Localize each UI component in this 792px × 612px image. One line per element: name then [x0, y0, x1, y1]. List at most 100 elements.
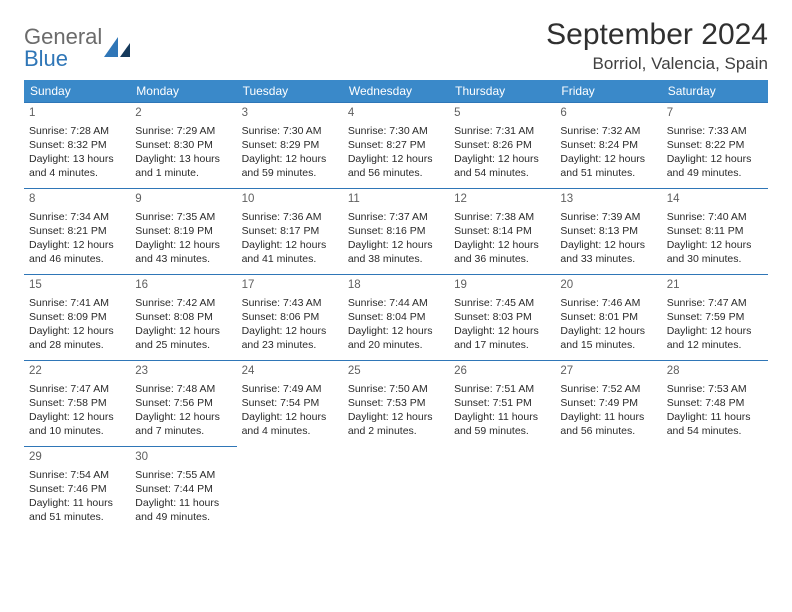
day-line: Daylight: 11 hours	[560, 410, 656, 424]
day-line: Sunrise: 7:32 AM	[560, 124, 656, 138]
day-line: Sunset: 7:58 PM	[29, 396, 125, 410]
calendar-day: 20Sunrise: 7:46 AMSunset: 8:01 PMDayligh…	[555, 275, 661, 361]
calendar-day: 29Sunrise: 7:54 AMSunset: 7:46 PMDayligh…	[24, 447, 130, 531]
day-number: 5	[454, 106, 550, 122]
day-line: and 59 minutes.	[242, 166, 338, 180]
day-line: Sunset: 8:21 PM	[29, 224, 125, 238]
day-line: Daylight: 12 hours	[29, 238, 125, 252]
day-line: Sunset: 8:03 PM	[454, 310, 550, 324]
calendar-day: 3Sunrise: 7:30 AMSunset: 8:29 PMDaylight…	[237, 103, 343, 189]
day-line: Daylight: 13 hours	[29, 152, 125, 166]
calendar-day: 19Sunrise: 7:45 AMSunset: 8:03 PMDayligh…	[449, 275, 555, 361]
day-line: and 54 minutes.	[667, 424, 763, 438]
day-line: Sunrise: 7:46 AM	[560, 296, 656, 310]
calendar-day: 14Sunrise: 7:40 AMSunset: 8:11 PMDayligh…	[662, 189, 768, 275]
day-line: Daylight: 12 hours	[348, 152, 444, 166]
day-number: 30	[135, 450, 231, 466]
day-line: Daylight: 12 hours	[29, 410, 125, 424]
day-number: 29	[29, 450, 125, 466]
day-line: Sunrise: 7:40 AM	[667, 210, 763, 224]
day-line: and 4 minutes.	[29, 166, 125, 180]
day-line: Sunrise: 7:33 AM	[667, 124, 763, 138]
day-line: and 38 minutes.	[348, 252, 444, 266]
calendar-day: 26Sunrise: 7:51 AMSunset: 7:51 PMDayligh…	[449, 361, 555, 447]
day-line: Sunrise: 7:54 AM	[29, 468, 125, 482]
day-line: and 10 minutes.	[29, 424, 125, 438]
day-line: Sunrise: 7:47 AM	[29, 382, 125, 396]
day-line: Daylight: 12 hours	[667, 152, 763, 166]
calendar-day: 25Sunrise: 7:50 AMSunset: 7:53 PMDayligh…	[343, 361, 449, 447]
day-line: Sunset: 8:01 PM	[560, 310, 656, 324]
day-line: Daylight: 12 hours	[348, 410, 444, 424]
day-line: Sunrise: 7:50 AM	[348, 382, 444, 396]
day-line: Daylight: 12 hours	[135, 410, 231, 424]
day-line: Sunrise: 7:49 AM	[242, 382, 338, 396]
day-line: Daylight: 12 hours	[242, 410, 338, 424]
day-line: Sunset: 8:16 PM	[348, 224, 444, 238]
calendar-day: 17Sunrise: 7:43 AMSunset: 8:06 PMDayligh…	[237, 275, 343, 361]
day-number: 26	[454, 364, 550, 380]
day-line: and 36 minutes.	[454, 252, 550, 266]
day-line: and 7 minutes.	[135, 424, 231, 438]
day-number: 15	[29, 278, 125, 294]
day-line: and 56 minutes.	[560, 424, 656, 438]
day-line: Sunset: 8:27 PM	[348, 138, 444, 152]
day-line: and 20 minutes.	[348, 338, 444, 352]
day-line: and 17 minutes.	[454, 338, 550, 352]
day-number: 12	[454, 192, 550, 208]
day-number: 3	[242, 106, 338, 122]
day-line: Daylight: 11 hours	[667, 410, 763, 424]
day-number: 9	[135, 192, 231, 208]
day-line: and 15 minutes.	[560, 338, 656, 352]
day-line: Daylight: 12 hours	[242, 152, 338, 166]
day-line: Daylight: 12 hours	[454, 152, 550, 166]
day-line: Sunrise: 7:36 AM	[242, 210, 338, 224]
day-line: and 43 minutes.	[135, 252, 231, 266]
calendar-day: 13Sunrise: 7:39 AMSunset: 8:13 PMDayligh…	[555, 189, 661, 275]
calendar-day: 8Sunrise: 7:34 AMSunset: 8:21 PMDaylight…	[24, 189, 130, 275]
weekday-header: Friday	[555, 80, 661, 103]
day-line: Sunset: 7:59 PM	[667, 310, 763, 324]
calendar-day: 30Sunrise: 7:55 AMSunset: 7:44 PMDayligh…	[130, 447, 236, 531]
day-line: Sunrise: 7:38 AM	[454, 210, 550, 224]
day-line: and 12 minutes.	[667, 338, 763, 352]
weekday-header: Sunday	[24, 80, 130, 103]
calendar-week: 22Sunrise: 7:47 AMSunset: 7:58 PMDayligh…	[24, 361, 768, 447]
day-line: Sunset: 7:49 PM	[560, 396, 656, 410]
day-line: Sunrise: 7:51 AM	[454, 382, 550, 396]
day-line: and 54 minutes.	[454, 166, 550, 180]
day-line: Sunrise: 7:29 AM	[135, 124, 231, 138]
day-line: Sunset: 8:26 PM	[454, 138, 550, 152]
day-number: 6	[560, 106, 656, 122]
day-line: Sunrise: 7:34 AM	[29, 210, 125, 224]
day-number: 24	[242, 364, 338, 380]
weekday-header: Tuesday	[237, 80, 343, 103]
day-line: and 4 minutes.	[242, 424, 338, 438]
calendar-day: 11Sunrise: 7:37 AMSunset: 8:16 PMDayligh…	[343, 189, 449, 275]
day-line: Daylight: 13 hours	[135, 152, 231, 166]
day-line: and 23 minutes.	[242, 338, 338, 352]
calendar-day: 10Sunrise: 7:36 AMSunset: 8:17 PMDayligh…	[237, 189, 343, 275]
day-line: and 59 minutes.	[454, 424, 550, 438]
weekday-header: Thursday	[449, 80, 555, 103]
day-line: Sunset: 8:32 PM	[29, 138, 125, 152]
title-block: September 2024 Borriol, Valencia, Spain	[546, 18, 768, 74]
day-number: 4	[348, 106, 444, 122]
day-line: and 30 minutes.	[667, 252, 763, 266]
calendar-table: SundayMondayTuesdayWednesdayThursdayFrid…	[24, 80, 768, 530]
day-line: Daylight: 11 hours	[29, 496, 125, 510]
day-line: and 56 minutes.	[348, 166, 444, 180]
day-line: Sunrise: 7:43 AM	[242, 296, 338, 310]
day-line: Daylight: 12 hours	[560, 152, 656, 166]
day-number: 28	[667, 364, 763, 380]
calendar-day: 22Sunrise: 7:47 AMSunset: 7:58 PMDayligh…	[24, 361, 130, 447]
day-line: Daylight: 12 hours	[242, 238, 338, 252]
day-line: Daylight: 12 hours	[560, 324, 656, 338]
calendar-day: 12Sunrise: 7:38 AMSunset: 8:14 PMDayligh…	[449, 189, 555, 275]
day-line: and 2 minutes.	[348, 424, 444, 438]
day-line: Daylight: 12 hours	[454, 324, 550, 338]
day-line: Sunrise: 7:39 AM	[560, 210, 656, 224]
day-number: 17	[242, 278, 338, 294]
day-line: Sunrise: 7:48 AM	[135, 382, 231, 396]
weekday-header: Saturday	[662, 80, 768, 103]
